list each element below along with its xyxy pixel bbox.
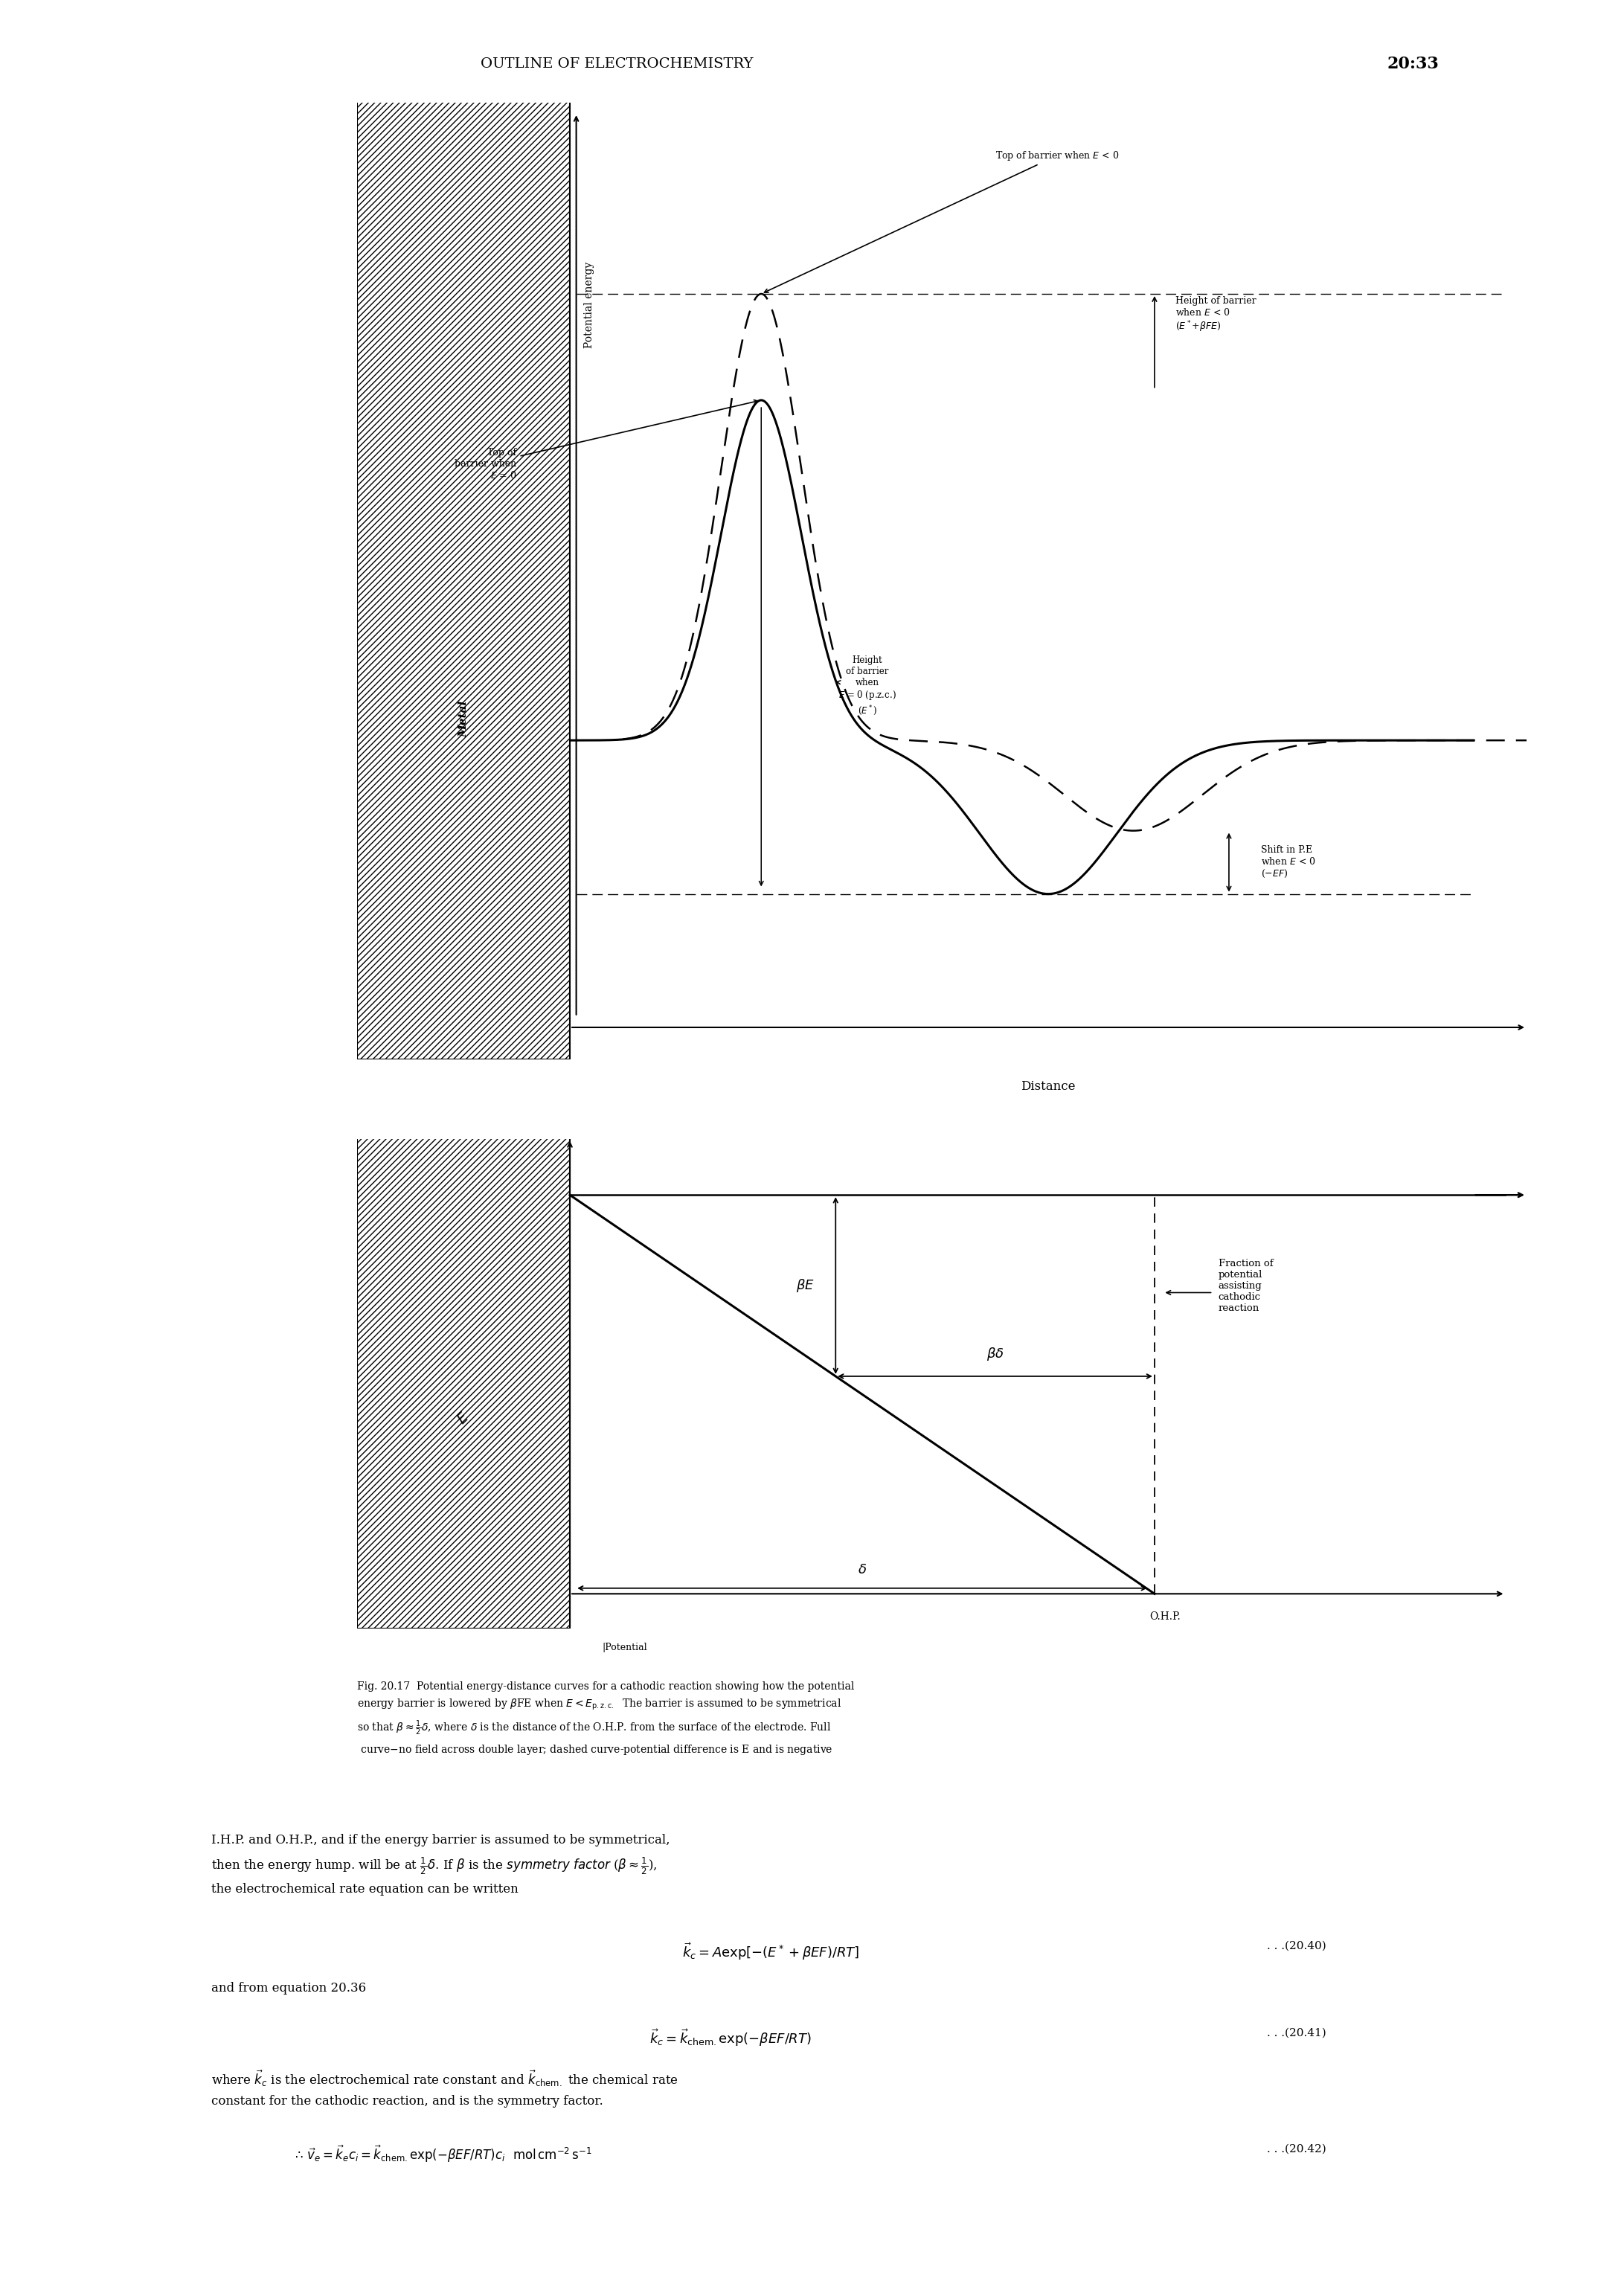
Text: $\vec{k}_c = \vec{k}_{\mathrm{chem.}}\exp(-\beta EF/RT)$: $\vec{k}_c = \vec{k}_{\mathrm{chem.}}\ex… xyxy=(650,2027,812,2048)
Text: . . .(20.40): . . .(20.40) xyxy=(1267,1941,1327,1952)
Text: Top of barrier when $E$ < 0: Top of barrier when $E$ < 0 xyxy=(765,150,1119,292)
Text: 20:33: 20:33 xyxy=(1387,55,1439,73)
Text: Top of
barrier when
$E$ = 0: Top of barrier when $E$ = 0 xyxy=(455,401,758,481)
Text: Height of barrier
when $E$ < 0
($E^*$+$\beta FE$): Height of barrier when $E$ < 0 ($E^*$+$\… xyxy=(1176,296,1257,335)
Text: Fig. 20.17  Potential energy-distance curves for a cathodic reaction showing how: Fig. 20.17 Potential energy-distance cur… xyxy=(357,1681,854,1756)
Text: Shift in P.E
when $E$ < 0
($-EF$): Shift in P.E when $E$ < 0 ($-EF$) xyxy=(1260,845,1315,879)
Text: $\beta\delta$: $\beta\delta$ xyxy=(986,1346,1004,1362)
Text: $\beta E$: $\beta E$ xyxy=(796,1278,814,1294)
Text: and from equation 20.36: and from equation 20.36 xyxy=(211,1982,365,1996)
Bar xyxy=(357,1105,570,1629)
Text: |Potential: |Potential xyxy=(603,1642,646,1652)
Text: Height
of barrier
when
$E$ = 0 (p.z.c.)
($E^*$): Height of barrier when $E$ = 0 (p.z.c.) … xyxy=(836,656,896,718)
Text: $\vec{k}_c = A\exp[-(E^* + \beta EF)/RT]$: $\vec{k}_c = A\exp[-(E^* + \beta EF)/RT]… xyxy=(682,1941,859,1961)
Text: $E$: $E$ xyxy=(455,1410,473,1428)
Text: Metal: Metal xyxy=(458,702,469,738)
Text: $\therefore\,\vec{v}_e = \vec{k}_e c_i = \vec{k}_{\mathrm{chem.}}\exp(-\beta EF/: $\therefore\,\vec{v}_e = \vec{k}_e c_i =… xyxy=(292,2144,591,2164)
Bar xyxy=(357,50,570,1059)
Text: O.H.P.: O.H.P. xyxy=(1150,1611,1181,1622)
Text: Distance: Distance xyxy=(1021,1080,1075,1093)
Text: . . .(20.41): . . .(20.41) xyxy=(1267,2027,1327,2039)
Text: $\delta$: $\delta$ xyxy=(857,1563,867,1576)
Text: Potential energy: Potential energy xyxy=(583,262,594,349)
Text: OUTLINE OF ELECTROCHEMISTRY: OUTLINE OF ELECTROCHEMISTRY xyxy=(481,57,754,71)
Text: I.H.P. and O.H.P., and if the energy barrier is assumed to be symmetrical,
then : I.H.P. and O.H.P., and if the energy bar… xyxy=(211,1834,669,1895)
Text: Fraction of
potential
assisting
cathodic
reaction: Fraction of potential assisting cathodic… xyxy=(1218,1257,1273,1312)
Text: where $\vec{k}_c$ is the electrochemical rate constant and $\vec{k}_{\mathrm{che: where $\vec{k}_c$ is the electrochemical… xyxy=(211,2068,679,2107)
Text: . . .(20.42): . . .(20.42) xyxy=(1267,2144,1327,2155)
